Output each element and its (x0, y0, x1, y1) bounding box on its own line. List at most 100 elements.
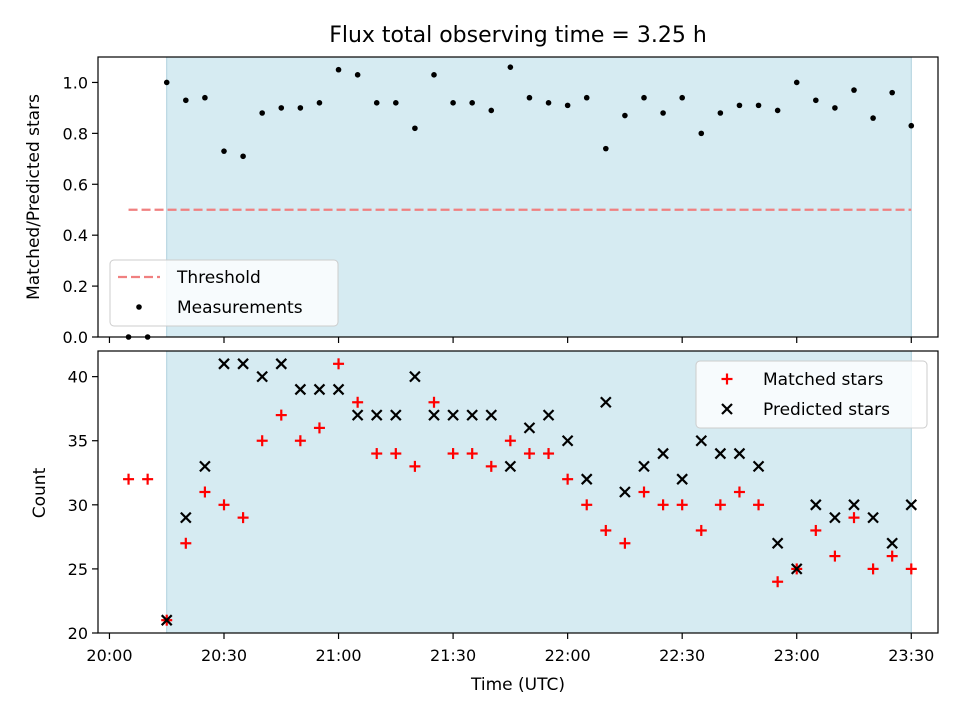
matched-star-point (600, 524, 612, 536)
predicted-star-point (237, 358, 249, 370)
measurement-point (908, 122, 915, 129)
measurement-point (622, 112, 628, 119)
matched-star-point (829, 550, 841, 562)
predicted-star-point-b (218, 358, 230, 370)
measurement-point (297, 105, 304, 111)
matched-star-point (581, 499, 593, 511)
top-y-axis-label: Matched/Predicted stars (24, 94, 44, 300)
predicted-star-point-b (523, 422, 536, 434)
matched-star-point (371, 448, 383, 460)
predicted-star-point (561, 434, 574, 447)
predicted-star-point (199, 460, 211, 473)
predicted-star-point (409, 370, 421, 383)
x-tick-label: 21:00 (315, 646, 361, 665)
predicted-star-point (790, 563, 803, 575)
predicted-star-point-b (714, 447, 727, 460)
measurement-point (698, 130, 705, 137)
matched-star-point (180, 537, 192, 549)
predicted-star-point-b (867, 511, 879, 524)
predicted-star-point (218, 358, 230, 370)
bottom-x-ticks: 20:00 20:30 21:00 21:30 22:00 22:30 23:00 23:30 (86, 633, 934, 665)
predicted-legend-marker-b (721, 403, 733, 415)
predicted-star-point (580, 473, 593, 485)
matched-star-point (485, 460, 497, 472)
measurement-point (679, 94, 685, 101)
measurement-point (373, 100, 380, 106)
predicted-star-point-b (351, 409, 364, 421)
matched-star-point (848, 512, 860, 524)
bottom-y-tick-label: 25 (68, 560, 88, 579)
measurement-point (221, 148, 227, 154)
top-legend-box (109, 259, 339, 327)
predicted-star-point-b (676, 473, 688, 485)
measurement-point (603, 145, 609, 152)
measurement-point (183, 97, 189, 104)
predicted-star-point (447, 409, 459, 421)
measurement-point (354, 72, 361, 78)
predicted-star-point-b (313, 383, 326, 396)
measurements-legend-label: Measurements (177, 298, 303, 318)
x-tick-label: 22:00 (545, 646, 591, 665)
predicted-star-point-b (332, 383, 345, 396)
predicted-star-point-b (561, 434, 574, 447)
top-y-ticks: 0.0 0.2 0.4 0.6 0.8 1.0 (63, 73, 98, 347)
matched-star-point (199, 486, 211, 498)
predicted-star-point (313, 383, 326, 396)
predicted-star-point (600, 396, 612, 409)
matched-star-point (352, 396, 364, 408)
predicted-star-point-b (256, 370, 268, 383)
predicted-star-point-b (695, 434, 708, 447)
bottom-y-tick-label: 40 (68, 368, 88, 387)
predicted-star-point (676, 473, 688, 485)
matched-star-point (543, 448, 555, 460)
bottom-legend-box (695, 360, 928, 429)
measurement-point (564, 102, 571, 109)
x-tick-label: 22:30 (659, 646, 705, 665)
predicted-star-point-b (180, 511, 192, 524)
predicted-star-point (619, 486, 631, 498)
predicted-star-point-b (294, 383, 307, 396)
predicted-star-point (370, 409, 383, 421)
matched-star-point (409, 460, 421, 472)
predicted-star-point (160, 614, 173, 626)
measurement-point (488, 107, 495, 114)
predicted-star-point (428, 409, 440, 421)
predicted-star-point-b (237, 358, 249, 370)
measurement-point (507, 64, 514, 70)
matched-star-point (714, 499, 726, 511)
measurement-point (163, 79, 170, 86)
predicted-star-point (752, 460, 765, 473)
top-y-tick-label: 0.8 (63, 124, 88, 143)
measurement-point (469, 100, 475, 106)
matched-star-point (313, 422, 325, 434)
predicted-star-point-b (771, 537, 784, 550)
measurement-point (240, 153, 246, 160)
predicted-stars-points (160, 358, 918, 626)
matched-stars-legend-label: Matched stars (763, 370, 883, 390)
predicted-star-point-b (810, 499, 822, 511)
predicted-star-point (829, 511, 841, 524)
matched-star-point (466, 448, 478, 460)
matched-legend-marker (721, 373, 733, 385)
predicted-star-point-b (160, 614, 173, 626)
predicted-star-point-b (829, 511, 841, 524)
predicted-star-point (275, 358, 288, 370)
matched-star-point (237, 512, 249, 524)
matched-star-point (619, 537, 631, 549)
matched-star-point (428, 396, 440, 408)
bottom-y-tick-label: 35 (68, 432, 88, 451)
predicted-star-point (905, 499, 918, 511)
measurement-point (278, 105, 285, 111)
x-tick-label: 20:00 (86, 646, 132, 665)
predicted-star-point (771, 537, 784, 550)
measurement-point (717, 110, 724, 116)
matched-star-point (562, 473, 574, 485)
top-y-tick-label: 0.6 (63, 175, 88, 194)
bottom-y-tick-label: 30 (68, 496, 88, 515)
measurement-point (431, 72, 437, 78)
measurement-point (641, 94, 647, 101)
predicted-star-point (848, 499, 860, 511)
predicted-star-point (638, 460, 650, 473)
measurement-point (793, 79, 800, 86)
